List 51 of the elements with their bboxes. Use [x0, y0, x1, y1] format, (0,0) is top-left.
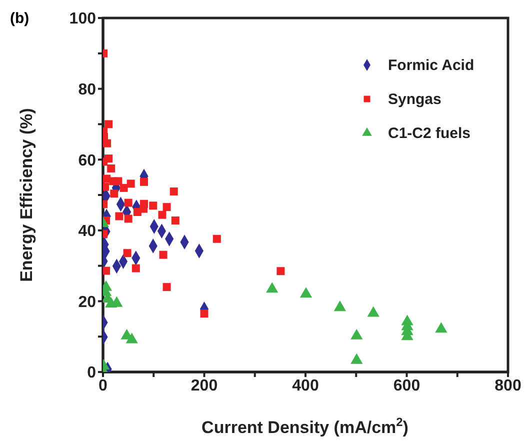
x-axis-title: Current Density (mA/cm$^{2}$): [202, 415, 408, 437]
legend-label: C1-C2 fuels: [388, 124, 471, 142]
y-axis-title: Energy Efficiency (%): [17, 108, 36, 282]
point: [334, 300, 346, 312]
point: [115, 212, 124, 220]
point: [126, 332, 138, 344]
point: [120, 184, 128, 192]
point: [140, 178, 148, 186]
y-tick-label: 40: [78, 223, 96, 240]
point: [124, 198, 132, 207]
y-tick-label: 20: [78, 294, 96, 311]
point: [114, 177, 122, 186]
point: [107, 164, 116, 172]
point: [200, 310, 208, 318]
point: [170, 187, 178, 196]
y-tick-label: 0: [87, 364, 96, 382]
x-tick-label: 800: [494, 377, 522, 394]
point: [104, 154, 113, 163]
y-tick-label: 80: [78, 81, 96, 98]
x-tick-label: 400: [292, 377, 319, 394]
point: [159, 250, 168, 259]
point: [103, 266, 110, 275]
point: [350, 328, 363, 340]
point: [162, 283, 171, 292]
point: [162, 203, 171, 212]
point: [103, 139, 112, 148]
point: [266, 282, 278, 293]
point: [140, 200, 148, 208]
point: [132, 264, 140, 272]
x-tick-label: 200: [190, 377, 218, 394]
point: [350, 353, 363, 364]
point: [123, 249, 132, 258]
y-tick-label: 100: [69, 10, 96, 28]
x-tick-label: 600: [393, 377, 420, 394]
legend-label: Formic Acid: [388, 56, 474, 74]
point: [367, 306, 380, 317]
point: [212, 234, 221, 243]
point: [171, 216, 180, 224]
point: [300, 287, 312, 298]
point: [126, 180, 135, 188]
legend-label: Syngas: [388, 90, 442, 108]
point: [435, 322, 448, 333]
point: [276, 267, 285, 276]
point: [110, 190, 118, 198]
point: [149, 202, 158, 210]
point: [158, 210, 166, 219]
point: [104, 120, 113, 128]
x-tick-label: 0: [98, 377, 108, 394]
point: [124, 214, 132, 223]
y-tick-label: 60: [78, 152, 96, 170]
text: (b): [10, 10, 30, 27]
